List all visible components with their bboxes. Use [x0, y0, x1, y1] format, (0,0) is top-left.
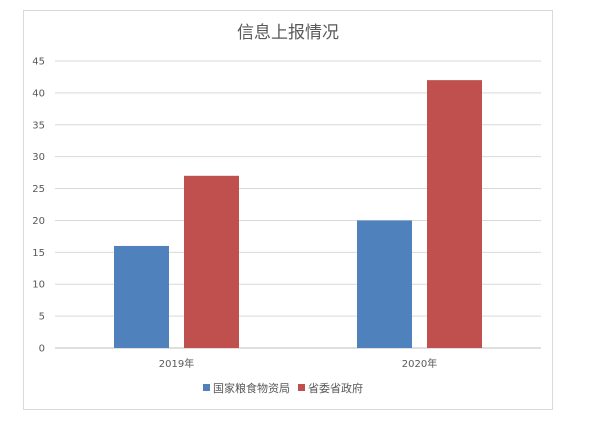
legend-swatch [203, 384, 210, 391]
y-tick-label: 45 [32, 57, 45, 68]
y-tick-label: 25 [32, 184, 45, 195]
x-axis-ticks: 2019年 2020年 [159, 357, 437, 370]
bar-series-1-0 [114, 245, 169, 348]
y-tick-label: 35 [32, 120, 45, 131]
y-tick-label: 5 [39, 312, 45, 323]
y-tick-label: 30 [32, 152, 45, 163]
y-tick-label: 0 [39, 344, 45, 355]
legend-swatch [298, 384, 305, 391]
x-tick-label: 2020年 [402, 357, 437, 370]
bar-series-2-1 [427, 80, 482, 348]
legend-label: 省委省政府 [308, 381, 363, 395]
bar-series-2-0 [184, 175, 239, 348]
bars [114, 80, 482, 348]
x-tick-label: 2019年 [159, 357, 194, 370]
y-tick-label: 40 [32, 88, 45, 99]
bar-series-1-1 [357, 220, 412, 348]
y-tick-label: 20 [32, 216, 45, 227]
legend-label: 国家粮食物资局 [213, 381, 290, 395]
y-tick-label: 10 [32, 280, 45, 291]
y-axis-ticks: 0 5 10 15 20 25 30 35 40 45 [32, 57, 45, 355]
legend: 国家粮食物资局 省委省政府 [203, 381, 363, 395]
y-tick-label: 15 [32, 248, 45, 259]
chart-title: 信息上报情况 [237, 23, 339, 43]
